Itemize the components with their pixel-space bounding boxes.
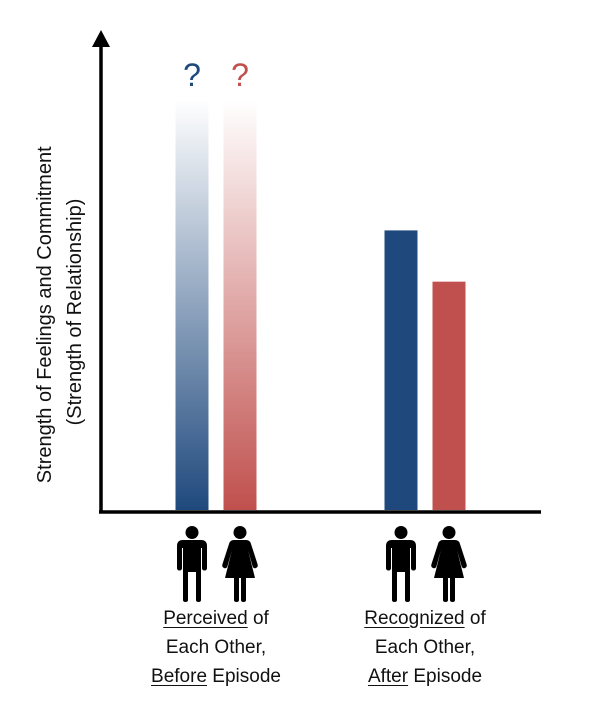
- underlined-word: After: [367, 666, 409, 687]
- man-icon: [177, 526, 207, 602]
- man-icon: [386, 526, 416, 602]
- unknown-value-marker: ?: [183, 57, 201, 93]
- label-text: Each Other,: [374, 637, 476, 658]
- category-label-line: After Episode: [325, 662, 525, 691]
- label-text: Episode: [408, 666, 483, 687]
- category-label-line: Each Other,: [116, 633, 316, 662]
- unknown-value-marker: ?: [231, 57, 249, 93]
- bar-woman-2: [432, 281, 466, 510]
- person-icons: [177, 526, 467, 602]
- category-label-line: Recognized of: [325, 604, 525, 633]
- bar-unknown-man-1: [175, 100, 209, 510]
- label-text: Each Other,: [165, 637, 267, 658]
- bars: ??: [175, 57, 466, 510]
- bar-man-2: [384, 230, 418, 510]
- category-label-2: Recognized of Each Other, After Episode: [325, 604, 525, 691]
- category-label-1: Perceived of Each Other, Before Episode: [116, 604, 316, 691]
- y-axis-title-line-1: Strength of Feelings and Commitment: [34, 146, 56, 483]
- category-label-line: Each Other,: [325, 633, 525, 662]
- bar-unknown-woman-1: [223, 100, 257, 510]
- underlined-word: Before: [151, 666, 208, 687]
- category-label-line: Before Episode: [116, 662, 316, 691]
- underlined-word: Recognized: [364, 608, 465, 629]
- y-axis-title-line-2: (Strength of Relationship): [64, 199, 86, 426]
- label-text: of: [464, 608, 486, 629]
- label-text: Episode: [207, 666, 281, 687]
- woman-icon: [431, 526, 467, 602]
- label-text: of: [247, 608, 269, 629]
- y-axis-title: Strength of Feelings and Commitment (Str…: [34, 141, 86, 483]
- woman-icon: [222, 526, 258, 602]
- y-axis-arrow: [92, 30, 110, 47]
- category-label-line: Perceived of: [116, 604, 316, 633]
- underlined-word: Perceived: [163, 608, 248, 629]
